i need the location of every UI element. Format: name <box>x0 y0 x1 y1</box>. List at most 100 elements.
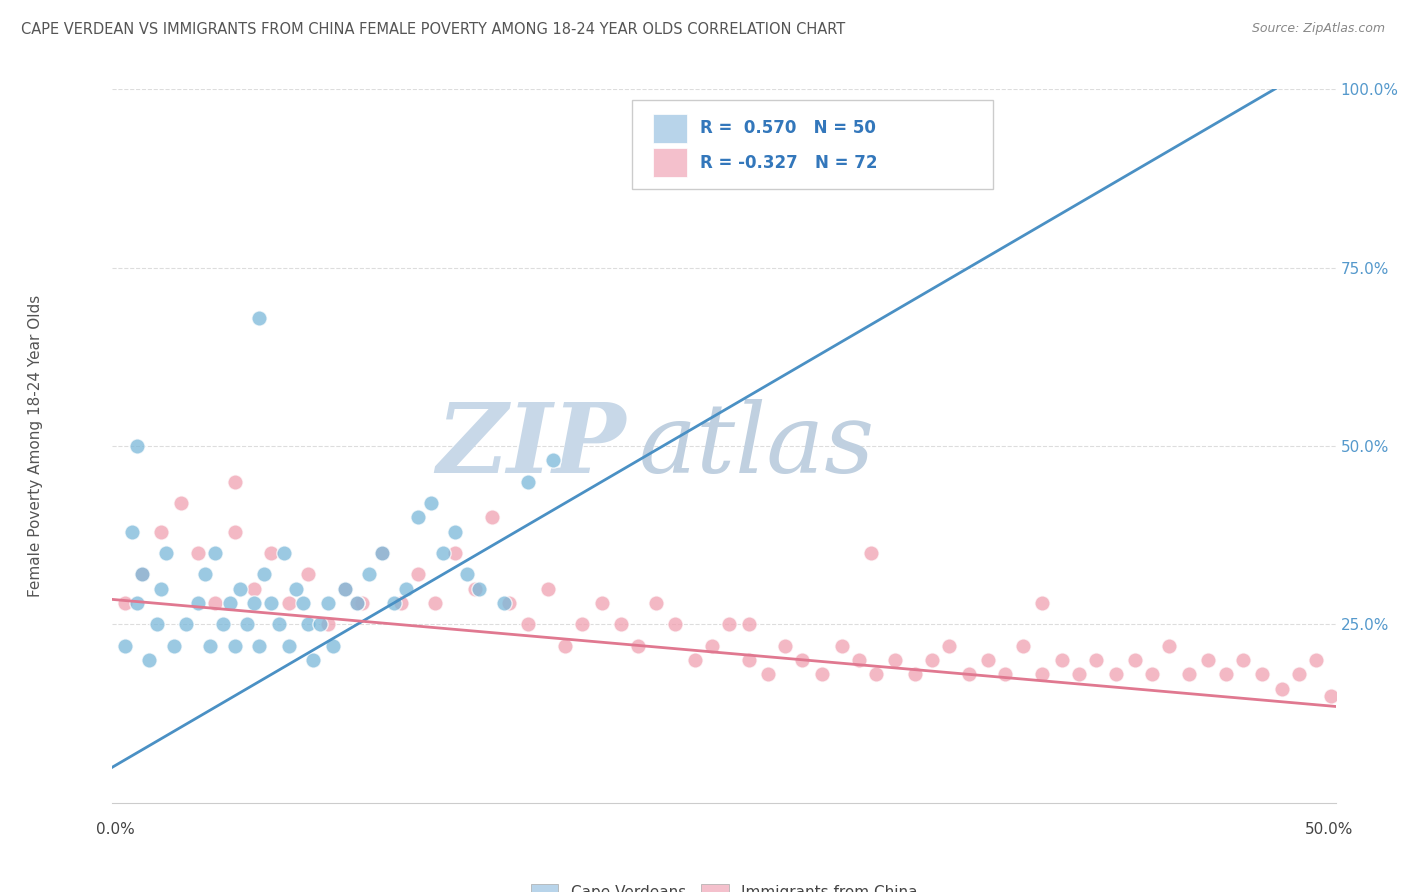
Point <box>224 524 246 539</box>
Point <box>1142 667 1164 681</box>
Point <box>346 596 368 610</box>
Point <box>243 596 266 610</box>
Point <box>1232 653 1254 667</box>
Point <box>865 667 887 681</box>
Point <box>370 546 392 560</box>
Point <box>297 617 319 632</box>
Point <box>228 582 250 596</box>
Point <box>359 567 381 582</box>
Point <box>1305 653 1327 667</box>
Point <box>408 510 430 524</box>
Point <box>200 639 222 653</box>
Text: atlas: atlas <box>638 399 875 493</box>
Point <box>1159 639 1181 653</box>
Text: R =  0.570   N = 50: R = 0.570 N = 50 <box>700 120 876 137</box>
Legend: Cape Verdeans, Immigrants from China: Cape Verdeans, Immigrants from China <box>524 878 924 892</box>
Point <box>224 639 246 653</box>
Point <box>150 582 173 596</box>
Point <box>187 596 209 610</box>
Point <box>138 653 160 667</box>
Point <box>316 617 339 632</box>
Point <box>1084 653 1107 667</box>
Point <box>1251 667 1274 681</box>
Point <box>170 496 193 510</box>
Point <box>1031 596 1053 610</box>
Point <box>1320 689 1343 703</box>
Point <box>664 617 686 632</box>
Point <box>419 496 441 510</box>
Point <box>174 617 197 632</box>
Point <box>389 596 412 610</box>
Point <box>247 310 270 325</box>
Point <box>627 639 650 653</box>
Point <box>1198 653 1220 667</box>
Point <box>408 567 430 582</box>
Point <box>775 639 797 653</box>
Text: R = -0.327   N = 72: R = -0.327 N = 72 <box>700 153 877 171</box>
Point <box>938 639 960 653</box>
Bar <box>654 148 688 177</box>
Point <box>333 582 356 596</box>
Point <box>537 582 560 596</box>
Point <box>1104 667 1126 681</box>
Text: 0.0%: 0.0% <box>96 822 135 837</box>
Point <box>194 567 217 582</box>
Point <box>224 475 246 489</box>
Point <box>737 653 759 667</box>
Point <box>302 653 325 667</box>
Point <box>1067 667 1090 681</box>
Point <box>260 596 283 610</box>
Point <box>395 582 418 596</box>
Point <box>859 546 882 560</box>
Point <box>131 567 153 582</box>
Point <box>370 546 392 560</box>
Point <box>591 596 613 610</box>
Point <box>219 596 242 610</box>
Point <box>1123 653 1146 667</box>
Point <box>517 475 540 489</box>
Point <box>163 639 186 653</box>
Point <box>977 653 1000 667</box>
Point <box>921 653 943 667</box>
Point <box>204 596 226 610</box>
Text: CAPE VERDEAN VS IMMIGRANTS FROM CHINA FEMALE POVERTY AMONG 18-24 YEAR OLDS CORRE: CAPE VERDEAN VS IMMIGRANTS FROM CHINA FE… <box>21 22 845 37</box>
Point <box>297 567 319 582</box>
Point <box>848 653 870 667</box>
Point <box>204 546 226 560</box>
Point <box>464 582 486 596</box>
Point <box>316 596 339 610</box>
Point <box>884 653 907 667</box>
Point <box>277 639 299 653</box>
Text: Source: ZipAtlas.com: Source: ZipAtlas.com <box>1251 22 1385 36</box>
Point <box>456 567 478 582</box>
Point <box>277 596 299 610</box>
Point <box>350 596 373 610</box>
Text: ZIP: ZIP <box>437 399 626 493</box>
FancyBboxPatch shape <box>633 100 993 189</box>
Point <box>554 639 576 653</box>
Point <box>1271 681 1294 696</box>
Text: 50.0%: 50.0% <box>1305 822 1353 837</box>
Point <box>957 667 980 681</box>
Point <box>432 546 454 560</box>
Point <box>492 596 515 610</box>
Point <box>541 453 564 467</box>
Point <box>717 617 740 632</box>
Point <box>121 524 143 539</box>
Point <box>145 617 167 632</box>
Point <box>284 582 308 596</box>
Point <box>114 596 136 610</box>
Point <box>444 546 467 560</box>
Point <box>1178 667 1201 681</box>
Point <box>444 524 467 539</box>
Point <box>273 546 295 560</box>
Point <box>322 639 344 653</box>
Point <box>243 582 266 596</box>
Point <box>333 582 356 596</box>
Point <box>114 639 136 653</box>
Point <box>260 546 283 560</box>
Point <box>1031 667 1053 681</box>
Text: Female Poverty Among 18-24 Year Olds: Female Poverty Among 18-24 Year Olds <box>28 295 42 597</box>
Point <box>267 617 290 632</box>
Point <box>1215 667 1237 681</box>
